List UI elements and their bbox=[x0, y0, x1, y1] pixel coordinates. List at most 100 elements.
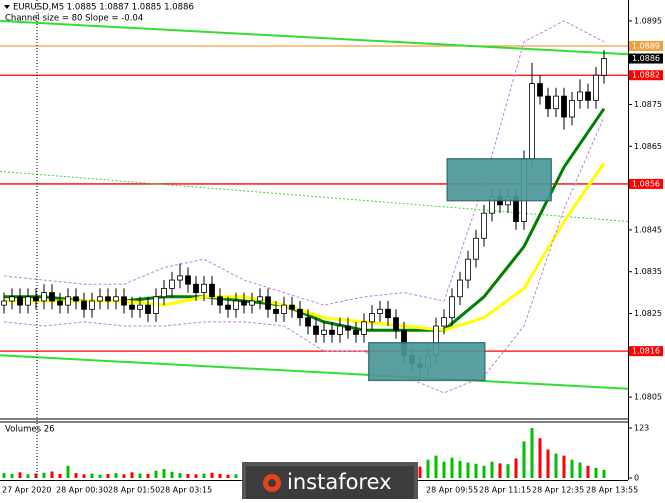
volume-bar bbox=[138, 473, 142, 478]
trend-line bbox=[0, 19, 629, 56]
y-tick-label: 1.0845 bbox=[634, 225, 662, 234]
candle-body bbox=[249, 300, 255, 306]
last-price-label: 1.0886 bbox=[632, 54, 660, 63]
volume-bar bbox=[450, 457, 454, 478]
level-label-box bbox=[629, 40, 663, 51]
candle-body bbox=[305, 317, 311, 327]
volume-bar bbox=[2, 473, 6, 478]
candle-body bbox=[217, 296, 223, 306]
level-label-box bbox=[629, 70, 663, 81]
candle-body bbox=[9, 296, 15, 302]
volume-bar bbox=[202, 473, 206, 478]
candle-body bbox=[1, 300, 7, 306]
candle-body bbox=[265, 296, 271, 310]
volume-bar bbox=[578, 462, 582, 478]
candle-body bbox=[553, 95, 559, 110]
candle-body bbox=[209, 283, 215, 298]
volume-bar bbox=[154, 470, 158, 478]
candle-body bbox=[289, 304, 295, 310]
candle-body bbox=[481, 212, 487, 239]
volume-bar bbox=[490, 461, 494, 478]
candle-body bbox=[225, 304, 231, 310]
candle-body bbox=[601, 58, 607, 76]
volume-bar bbox=[146, 473, 150, 478]
candle-body bbox=[297, 308, 303, 319]
volume-bar bbox=[66, 465, 70, 478]
level-label-box bbox=[629, 346, 663, 357]
volume-bar bbox=[50, 471, 54, 478]
watermark-text: instaforex bbox=[287, 470, 392, 494]
volume-bar bbox=[114, 473, 118, 478]
volume-tick-label: 0 bbox=[634, 474, 639, 483]
candle-body bbox=[393, 317, 399, 331]
candle-body bbox=[577, 91, 583, 101]
volume-bar bbox=[82, 474, 86, 478]
volume-bar bbox=[498, 463, 502, 478]
volume-bar bbox=[218, 473, 222, 478]
volume-bar bbox=[538, 438, 542, 478]
candle-body bbox=[593, 74, 599, 101]
moving-average bbox=[3, 20, 605, 306]
candle-body bbox=[33, 296, 39, 302]
candle-body bbox=[585, 91, 591, 101]
level-label: 1.0889 bbox=[632, 41, 660, 50]
candle-body bbox=[193, 283, 199, 293]
x-tick-label: 28 Apr 09:55 bbox=[426, 486, 478, 495]
volume-bar bbox=[162, 469, 166, 478]
candle-body bbox=[345, 325, 351, 331]
volume-bar bbox=[74, 473, 78, 478]
candle-body bbox=[65, 296, 71, 306]
y-tick-label: 1.0865 bbox=[634, 142, 662, 151]
volume-bar bbox=[106, 473, 110, 478]
moving-average bbox=[3, 116, 605, 394]
moving-average bbox=[4, 162, 606, 332]
volume-bar bbox=[554, 453, 558, 478]
volume-bar bbox=[570, 459, 574, 478]
x-tick-label: 27 Apr 2020 bbox=[2, 486, 51, 495]
volume-bar bbox=[186, 473, 190, 478]
candle-body bbox=[201, 283, 207, 293]
candle-body bbox=[169, 279, 175, 289]
candle-body bbox=[353, 329, 359, 335]
volume-bar bbox=[42, 472, 46, 478]
volume-bar bbox=[10, 473, 14, 478]
last-price-box bbox=[629, 53, 663, 64]
candle-body bbox=[73, 296, 79, 302]
candle-body bbox=[89, 300, 95, 310]
volume-bar bbox=[586, 465, 590, 478]
candle-body bbox=[185, 275, 191, 285]
candle-body bbox=[377, 308, 383, 314]
candle-body bbox=[97, 296, 103, 302]
candle-body bbox=[561, 95, 567, 118]
x-tick-label: 28 Apr 03:15 bbox=[160, 486, 212, 495]
volume-bar bbox=[562, 455, 566, 478]
volume-bar bbox=[26, 474, 30, 478]
volume-bar bbox=[98, 474, 102, 478]
zone bbox=[446, 158, 552, 202]
candle-body bbox=[281, 304, 287, 314]
volume-bar bbox=[418, 466, 422, 478]
y-tick-label: 1.0895 bbox=[634, 16, 662, 25]
x-tick-label: 28 Apr 12:35 bbox=[532, 486, 584, 495]
volume-tick-label: 123 bbox=[634, 424, 649, 433]
volume-bar bbox=[514, 458, 518, 478]
candle-body bbox=[17, 296, 23, 306]
candle-body bbox=[41, 292, 47, 302]
level-label: 1.0816 bbox=[632, 347, 660, 356]
candle-body bbox=[337, 325, 343, 335]
x-tick-label: 28 Apr 11:15 bbox=[479, 486, 531, 495]
candle-body bbox=[145, 304, 151, 314]
candle-body bbox=[537, 83, 543, 97]
volume-bar bbox=[178, 473, 182, 478]
candle-body bbox=[457, 279, 463, 298]
volume-bar bbox=[34, 473, 38, 478]
candle-body bbox=[385, 308, 391, 319]
candle-body bbox=[313, 325, 319, 335]
candle-body bbox=[569, 99, 575, 118]
volume-bar bbox=[210, 472, 214, 478]
volume-bar bbox=[474, 463, 478, 478]
candle-body bbox=[441, 317, 447, 327]
candle-body bbox=[81, 300, 87, 310]
candle-body bbox=[369, 313, 375, 323]
